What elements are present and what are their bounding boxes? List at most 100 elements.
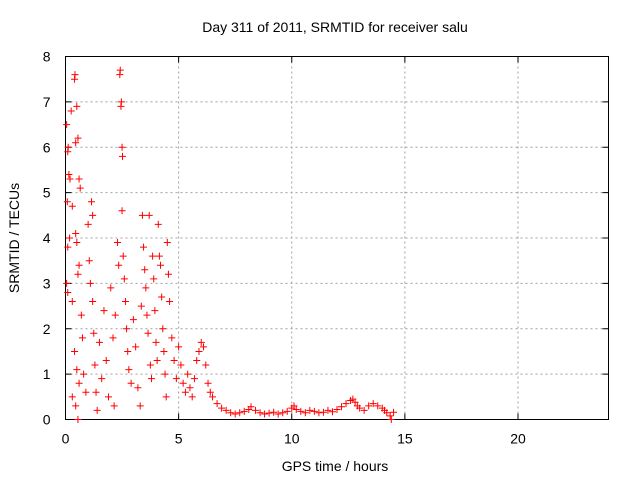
data-point	[213, 400, 221, 408]
data-point	[74, 134, 82, 142]
data-point	[80, 370, 88, 378]
data-point	[65, 170, 73, 178]
data-points	[63, 66, 398, 423]
data-point	[104, 393, 112, 401]
data-point	[145, 211, 153, 219]
data-point	[73, 102, 81, 110]
data-point	[102, 357, 110, 365]
data-point	[374, 402, 382, 410]
data-point	[90, 329, 98, 337]
y-tick-label: 0	[43, 412, 51, 428]
data-point	[290, 402, 298, 410]
data-point	[64, 143, 72, 151]
data-point	[202, 361, 210, 369]
data-point	[247, 403, 255, 411]
data-point	[74, 416, 82, 423]
data-point	[123, 325, 131, 333]
data-point	[338, 403, 346, 411]
y-tick-label: 7	[43, 94, 51, 110]
data-point	[155, 252, 163, 260]
data-point	[75, 261, 83, 269]
data-point	[142, 284, 150, 292]
data-point	[141, 266, 149, 274]
data-point	[75, 379, 83, 387]
data-point	[140, 243, 148, 251]
data-point	[153, 357, 161, 365]
data-point	[82, 388, 90, 396]
data-point	[63, 198, 71, 206]
data-point	[292, 406, 300, 414]
data-point	[91, 361, 99, 369]
data-point	[324, 406, 332, 414]
x-axis-label: GPS time / hours	[282, 458, 389, 474]
y-tick-label: 8	[43, 49, 51, 65]
data-point	[89, 298, 97, 306]
data-point	[161, 370, 169, 378]
data-point	[66, 234, 74, 242]
data-point	[73, 366, 81, 374]
data-point	[68, 393, 76, 401]
chart-title: Day 311 of 2011, SRMTID for receiver sal…	[202, 19, 468, 35]
data-point	[76, 184, 84, 192]
data-point	[252, 406, 260, 414]
data-point	[157, 261, 165, 269]
data-point	[190, 375, 198, 383]
data-point	[119, 252, 127, 260]
data-point	[387, 416, 395, 423]
data-point	[118, 207, 126, 215]
data-point	[301, 409, 309, 417]
data-point	[270, 408, 278, 416]
data-point	[151, 307, 159, 315]
data-point	[119, 152, 127, 160]
y-tick-label: 4	[43, 230, 51, 246]
data-point	[63, 121, 71, 129]
data-point	[283, 407, 291, 415]
data-point	[71, 71, 79, 79]
data-point	[95, 338, 103, 346]
grid-lines	[65, 56, 609, 420]
axis-ticks: 0 5 10 15 20 0 1 2 3 4 5 6 7 8	[43, 49, 609, 447]
data-point	[66, 175, 74, 183]
data-point	[261, 410, 269, 418]
data-point	[319, 408, 327, 416]
data-point	[170, 357, 178, 365]
data-point	[86, 279, 94, 287]
data-point	[390, 408, 398, 416]
data-point	[111, 311, 119, 319]
data-point	[365, 402, 373, 410]
data-point	[129, 316, 137, 324]
data-point	[84, 220, 92, 228]
data-point	[107, 284, 115, 292]
data-point	[75, 175, 83, 183]
data-point	[279, 409, 287, 417]
data-point	[162, 393, 170, 401]
data-point	[114, 239, 122, 247]
data-point	[386, 412, 394, 420]
data-point	[71, 347, 79, 355]
data-point	[227, 409, 235, 417]
data-point	[120, 275, 128, 283]
data-point	[172, 375, 180, 383]
data-point	[137, 302, 145, 310]
data-point	[154, 220, 162, 228]
data-point	[188, 393, 196, 401]
data-point	[73, 239, 81, 247]
data-point	[231, 410, 239, 418]
data-point	[200, 343, 208, 351]
data-point	[98, 375, 106, 383]
data-point	[160, 347, 168, 355]
data-point	[256, 409, 264, 417]
data-point	[85, 257, 93, 265]
data-point	[360, 406, 368, 414]
data-point	[100, 307, 108, 315]
data-point	[132, 343, 140, 351]
data-point	[134, 384, 142, 392]
x-tick-label: 15	[397, 431, 413, 447]
data-point	[206, 388, 214, 396]
data-point	[274, 410, 282, 418]
data-point	[92, 388, 100, 396]
data-point	[146, 361, 154, 369]
data-point	[177, 361, 185, 369]
data-point	[68, 202, 76, 210]
